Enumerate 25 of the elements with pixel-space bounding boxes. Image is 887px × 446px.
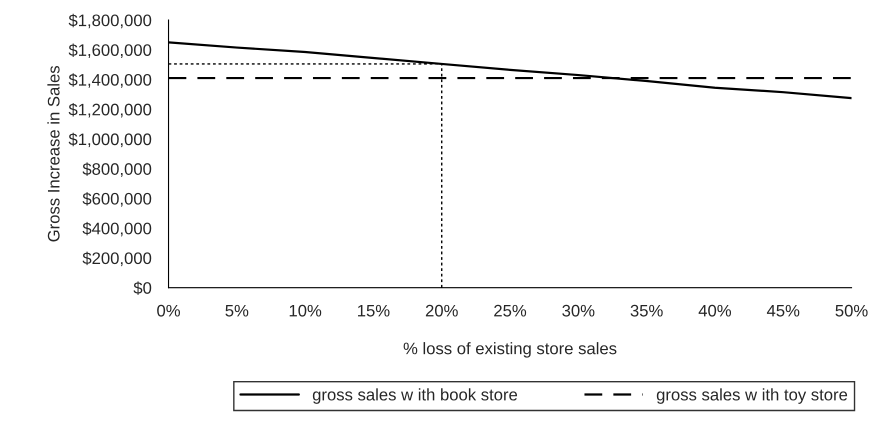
y-tick-label: $400,000 (82, 222, 152, 236)
y-tick-label: $1,200,000 (68, 102, 152, 118)
x-tick-label: 50% (836, 304, 868, 317)
y-axis-title: Gross Increase in Sales (47, 66, 60, 242)
x-tick-label: 35% (630, 304, 663, 317)
y-tick-label: $0 (134, 281, 152, 295)
legend-label: gross sales w ith book store (312, 388, 518, 404)
x-tick-label: 0% (157, 304, 180, 317)
x-tick-label: 45% (766, 304, 800, 317)
x-tick-label: 20% (426, 304, 458, 317)
x-tick-label: 25% (494, 304, 526, 317)
y-tick-label: $600,000 (82, 192, 152, 207)
x-tick-label: 10% (290, 304, 322, 317)
x-tick-label: 5% (225, 304, 248, 317)
x-tick-label: 40% (698, 304, 732, 317)
x-tick-label: 15% (358, 304, 390, 317)
y-tick-label: $800,000 (82, 162, 152, 177)
x-axis-title: % loss of existing store sales (404, 342, 616, 358)
y-tick-label: $1,000,000 (68, 132, 152, 148)
y-tick-label: $1,400,000 (68, 73, 152, 88)
y-tick-label: $200,000 (82, 252, 152, 266)
y-tick-label: $1,800,000 (68, 14, 152, 28)
x-tick-label: 30% (562, 304, 594, 317)
legend-label: gross sales w ith toy store (656, 388, 848, 404)
y-tick-label: $1,600,000 (68, 44, 152, 58)
